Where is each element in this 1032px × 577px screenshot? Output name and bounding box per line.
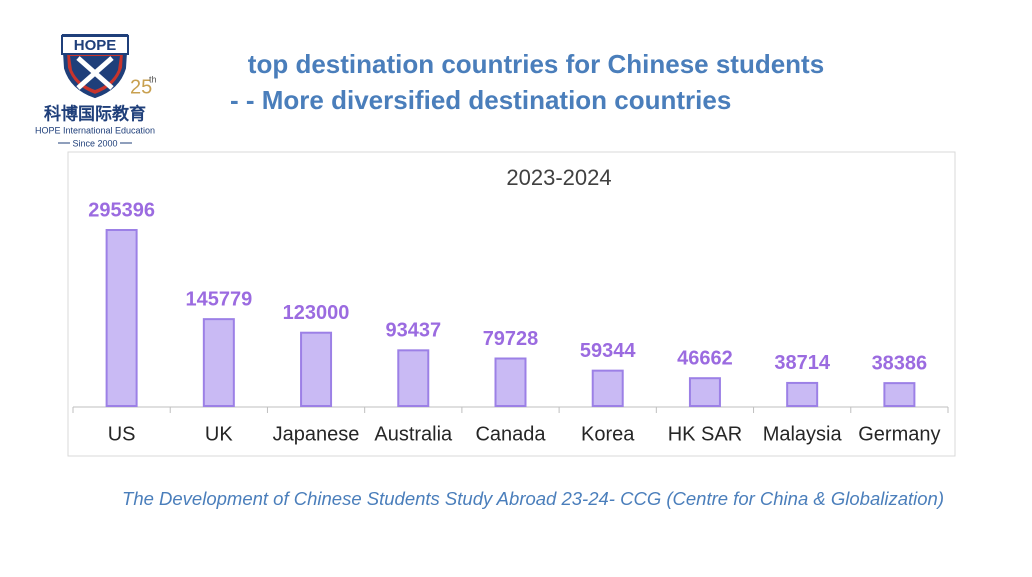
x-tick-label: UK — [205, 423, 233, 445]
bar — [591, 369, 624, 408]
bar — [300, 331, 333, 408]
logo-anniversary: 25 — [130, 76, 152, 98]
source: The Development of Chinese Students Stud… — [122, 488, 944, 509]
x-tick-label: Canada — [475, 423, 546, 445]
chart-title: 2023-2024 — [506, 165, 611, 190]
logo-anniversary-suffix: th — [149, 74, 157, 84]
value-label: 79728 — [483, 328, 539, 350]
bar — [397, 349, 430, 407]
slide-title: top destination countries for Chinese st… — [248, 49, 824, 79]
bar — [688, 377, 721, 408]
logo-english-name: HOPE International Education — [35, 125, 155, 135]
bar — [494, 357, 527, 407]
logo-since: Since 2000 — [72, 138, 117, 148]
bar — [105, 229, 138, 407]
logo-chinese-name: 科博国际教育 — [44, 103, 146, 123]
bar — [202, 318, 235, 408]
value-label: 295396 — [88, 199, 155, 221]
logo-badge: HOPE — [74, 37, 117, 54]
logo-band — [61, 35, 129, 55]
slide-subtitle: - - More diversified destination countri… — [230, 85, 731, 115]
value-label: 38714 — [774, 352, 830, 374]
value-label: 123000 — [283, 302, 350, 324]
logo-cross — [76, 56, 114, 90]
x-tick-label: Malaysia — [763, 423, 843, 445]
logo: HOPE 25 th 科博国际教育 HOPE International Edu… — [35, 34, 157, 148]
x-tick-label: Japanese — [273, 423, 360, 445]
value-label: 145779 — [185, 288, 252, 310]
x-tick-label: HK SAR — [668, 423, 742, 445]
value-label: 38386 — [872, 352, 928, 374]
value-label: 46662 — [677, 347, 733, 369]
bar — [883, 382, 916, 407]
value-label: 59344 — [580, 340, 636, 362]
x-tick-label: Australia — [374, 423, 453, 445]
x-tick-label: US — [108, 423, 136, 445]
bar — [786, 381, 819, 408]
value-label: 93437 — [385, 320, 441, 342]
x-tick-label: Korea — [581, 423, 635, 445]
x-tick-label: Germany — [858, 423, 940, 445]
